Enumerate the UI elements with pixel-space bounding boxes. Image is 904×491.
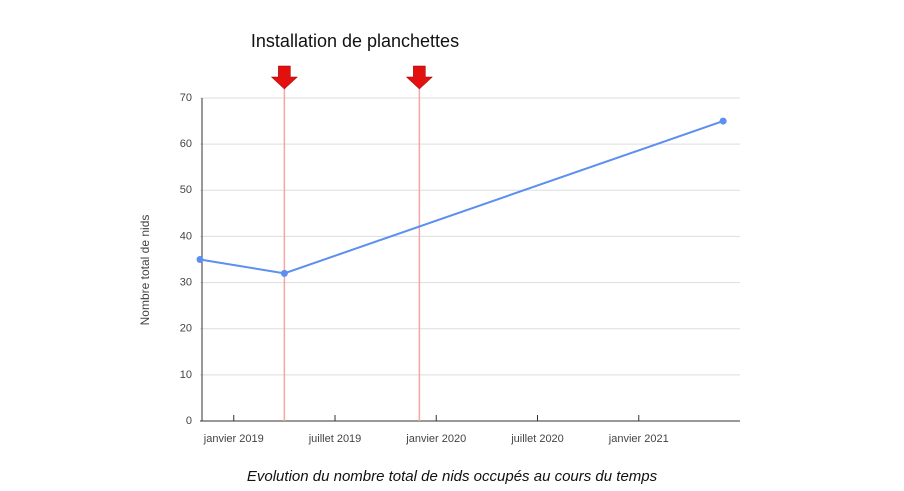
point [719,117,727,125]
marker-arrow [405,65,434,90]
y-tick-label: 20 [180,323,192,335]
y-tick-label: 50 [180,184,192,196]
caption: Evolution du nombre total de nids occupé… [247,468,658,485]
annotation: Installation de planchettes [251,31,459,51]
y-tick-label: 30 [180,276,192,288]
x-tick-label: juillet 2020 [510,433,564,445]
x-tick-label: janvier 2021 [608,433,669,445]
y-axis-label: Nombre total de nids [138,215,152,326]
x-tick-label: janvier 2019 [203,433,264,445]
y-tick-label: 10 [180,369,192,381]
marker-arrow [270,65,299,90]
y-tick-label: 60 [180,138,192,150]
y-tick-label: 70 [180,92,192,104]
x-tick-label: janvier 2020 [405,433,466,445]
point [280,269,288,277]
point [196,256,204,263]
y-tick-label: 40 [180,230,192,242]
x-tick-label: juillet 2019 [308,433,362,445]
y-tick-label: 0 [186,415,192,427]
